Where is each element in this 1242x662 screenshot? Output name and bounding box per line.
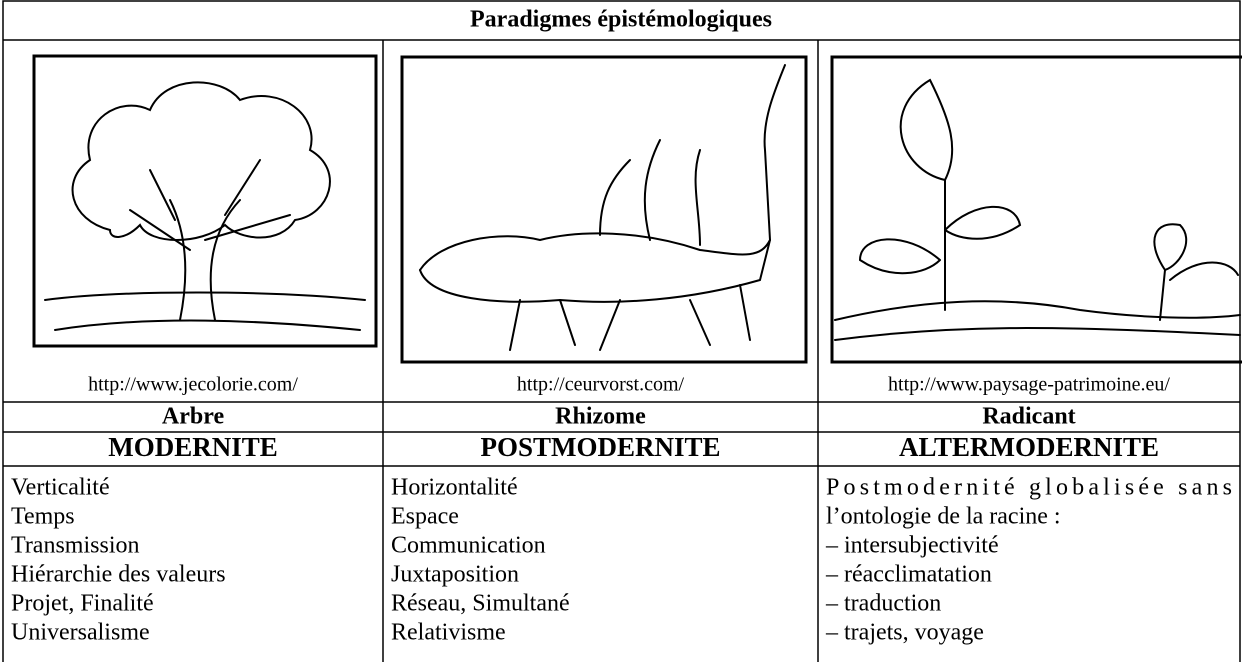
image-source: http://www.paysage-patrimoine.eu/ [888,374,1170,396]
item-text: Espace [391,504,459,530]
item-text: Projet, Finalité [11,591,154,617]
item-text: Transmission [11,533,139,559]
era-name: MODERNITE [108,432,278,462]
radicant-image [830,55,1242,364]
paradigm-name: Radicant [982,404,1075,430]
item-text: Hiérarchie des valeurs [11,562,226,588]
item-text: – réacclimatation [825,562,992,588]
image-source: http://ceurvorst.com/ [517,374,685,396]
item-text: Relativisme [391,620,506,646]
item-text: Communication [391,533,546,559]
table-title: Paradigmes épistémologiques [470,7,772,33]
image-source: http://www.jecolorie.com/ [88,374,298,396]
item-text: Temps [11,504,75,530]
rhizome-image [400,55,808,364]
item-text: Horizontalité [391,475,518,501]
item-text: l’ontologie de la racine : [826,504,1061,530]
paradigm-name: Arbre [162,404,225,430]
item-text: Réseau, Simultané [391,591,570,617]
paradigm-name: Rhizome [555,404,646,430]
item-text: – intersubjectivité [825,533,999,559]
item-text: Universalisme [11,620,150,646]
era-name: ALTERMODERNITE [899,432,1159,462]
item-text: Juxtaposition [391,562,519,588]
item-text: Postmodernité globalisée sans [826,475,1232,501]
item-text: Verticalité [11,475,110,501]
tree-image [32,54,378,348]
item-text: – trajets, voyage [825,620,984,646]
item-text: – traduction [825,591,941,617]
era-name: POSTMODERNITE [480,432,720,462]
